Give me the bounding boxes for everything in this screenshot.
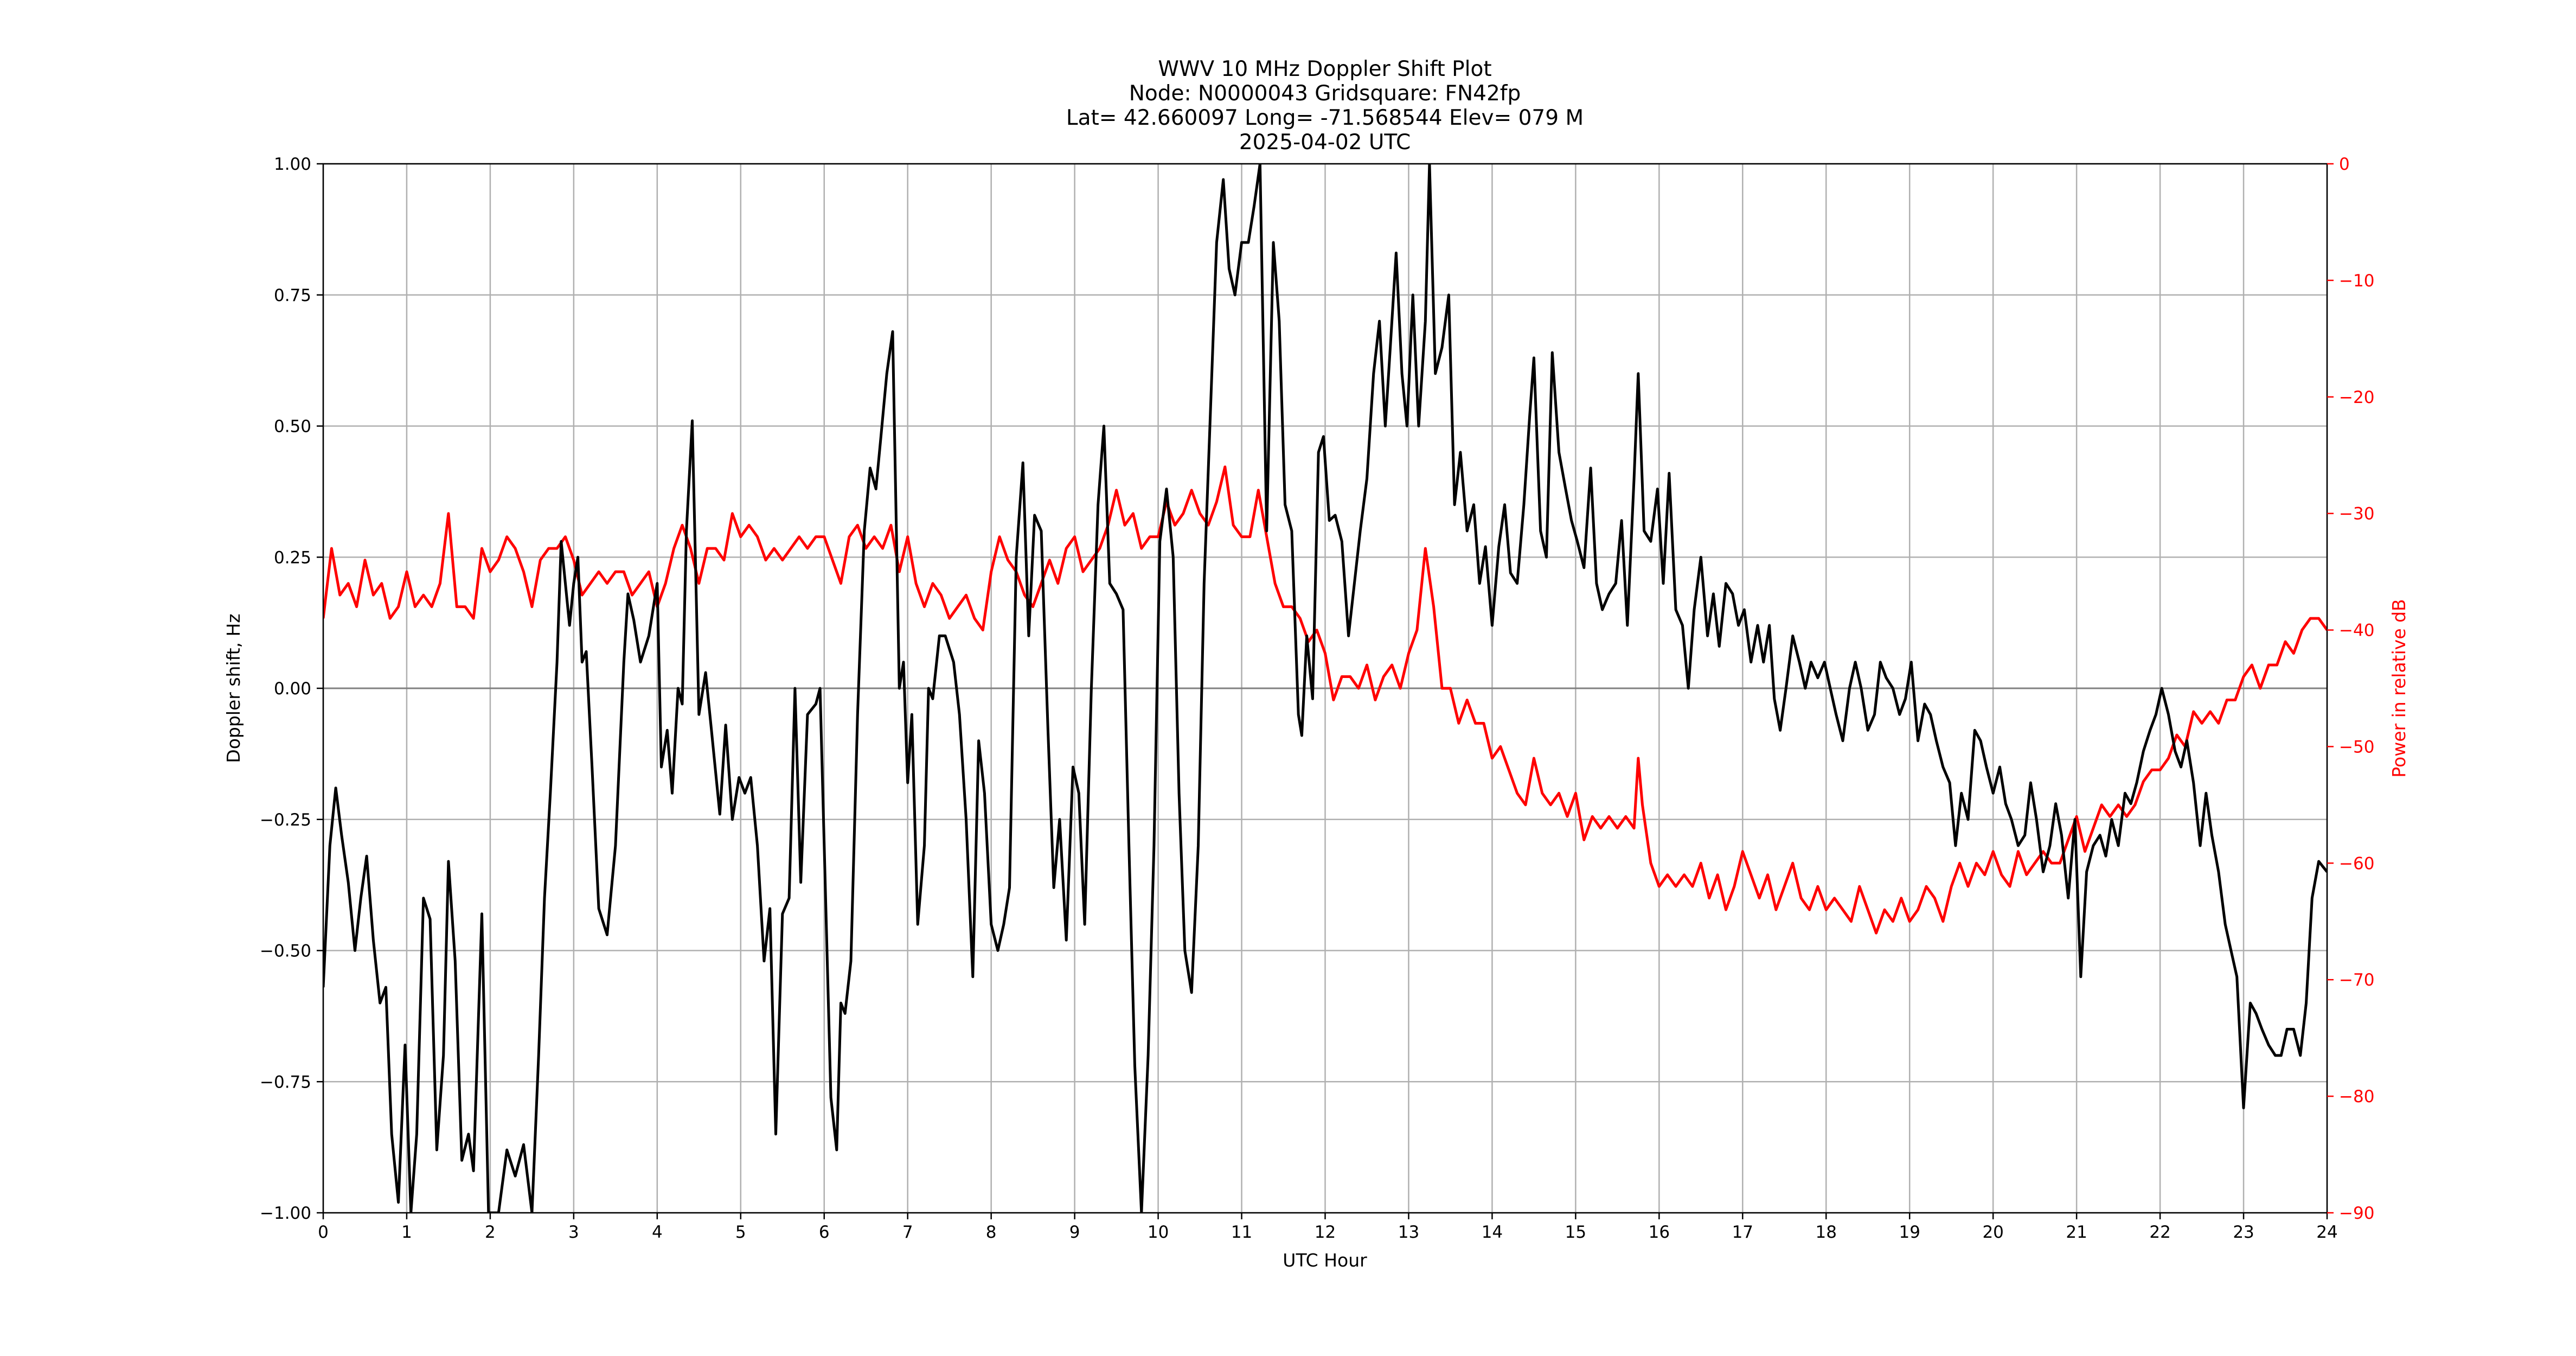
y2-tick-label: −80 — [2339, 1087, 2374, 1106]
x-tick-label: 22 — [2149, 1223, 2170, 1242]
title-line-1: WWV 10 MHz Doppler Shift Plot — [1158, 57, 1491, 81]
title-line-3: Lat= 42.660097 Long= -71.568544 Elev= 07… — [1066, 106, 1584, 130]
x-tick-label: 8 — [986, 1223, 997, 1242]
y-tick-label: 0.75 — [274, 286, 311, 305]
title-line-2: Node: N0000043 Gridsquare: FN42fp — [1129, 81, 1521, 106]
y-tick-label: −1.00 — [260, 1204, 311, 1223]
y-tick-label: 0.50 — [274, 417, 311, 437]
x-tick-label: 20 — [1982, 1223, 2003, 1242]
x-tick-label: 23 — [2233, 1223, 2254, 1242]
x-tick-label: 16 — [1649, 1223, 1670, 1242]
y-tick-label: 0.00 — [274, 679, 311, 699]
x-tick-label: 3 — [568, 1223, 579, 1242]
y-tick-label: 1.00 — [274, 155, 311, 174]
y2-axis-label: Power in relative dB — [2388, 599, 2410, 777]
x-tick-label: 13 — [1398, 1223, 1419, 1242]
x-tick-label: 17 — [1732, 1223, 1753, 1242]
title-line-4: 2025-04-02 UTC — [1239, 130, 1411, 155]
x-tick-label: 7 — [902, 1223, 913, 1242]
x-tick-label: 19 — [1899, 1223, 1920, 1242]
x-tick-label: 4 — [652, 1223, 663, 1242]
x-tick-label: 0 — [318, 1223, 329, 1242]
x-tick-label: 2 — [485, 1223, 496, 1242]
y2-tick-label: −20 — [2339, 388, 2374, 407]
x-tick-label: 10 — [1148, 1223, 1169, 1242]
x-tick-label: 15 — [1565, 1223, 1586, 1242]
y2-tick-label: −50 — [2339, 737, 2374, 757]
y2-tick-label: −10 — [2339, 271, 2374, 291]
x-tick-label: 24 — [2316, 1223, 2337, 1242]
axis-ticks: 0 1 2 3 4 5 6 7 8 9 10 11 12 13 14 15 16 17 18 19 20 21 22 23 24… — [260, 155, 2374, 1242]
x-tick-label: 1 — [401, 1223, 412, 1242]
y2-tick-label: −40 — [2339, 621, 2374, 641]
doppler-series-line — [323, 164, 2327, 1213]
chart-title: WWV 10 MHz Doppler Shift Plot Node: N000… — [1066, 57, 1584, 155]
y2-tick-label: 0 — [2339, 155, 2350, 174]
x-tick-label: 5 — [735, 1223, 746, 1242]
y2-tick-label: −60 — [2339, 854, 2374, 873]
y2-tick-label: −70 — [2339, 970, 2374, 990]
x-tick-label: 14 — [1482, 1223, 1503, 1242]
y-tick-label: −0.50 — [260, 942, 311, 961]
y-tick-label: 0.25 — [274, 548, 311, 567]
x-tick-label: 6 — [819, 1223, 830, 1242]
x-tick-label: 11 — [1231, 1223, 1252, 1242]
x-tick-label: 18 — [1816, 1223, 1837, 1242]
y-axis-label: Doppler shift, Hz — [223, 613, 244, 763]
y2-tick-label: −30 — [2339, 504, 2374, 524]
x-axis-label: UTC Hour — [1283, 1250, 1367, 1271]
x-tick-label: 9 — [1069, 1223, 1080, 1242]
y-tick-label: −0.25 — [260, 810, 311, 830]
x-tick-label: 21 — [2066, 1223, 2087, 1242]
series-lines — [323, 164, 2327, 1213]
y-tick-label: −0.75 — [260, 1072, 311, 1092]
x-tick-label: 12 — [1315, 1223, 1336, 1242]
y2-tick-label: −90 — [2339, 1204, 2374, 1223]
